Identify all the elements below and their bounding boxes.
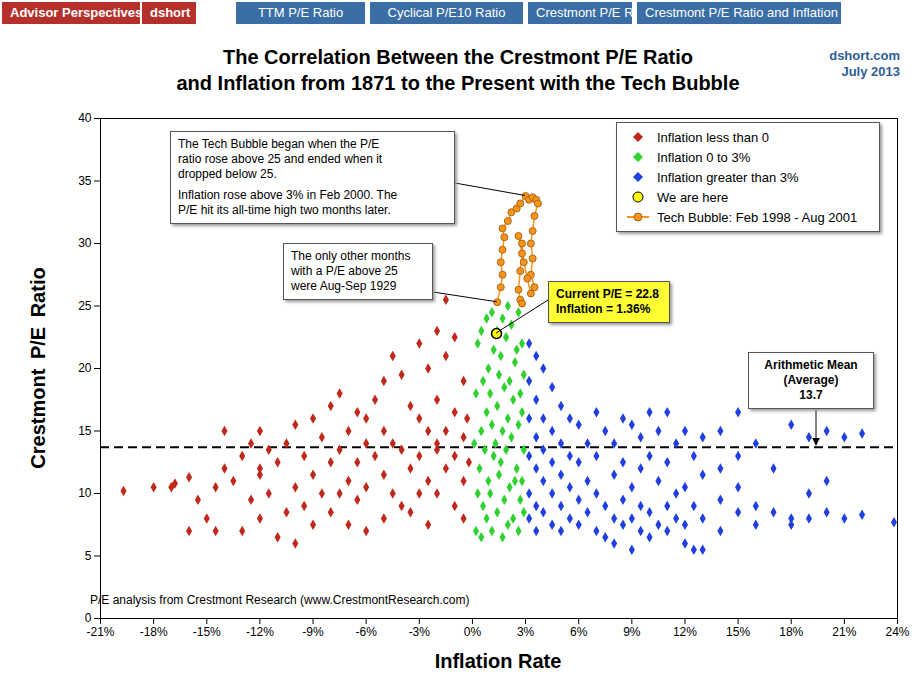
html-text:Inflation less than 0: Inflation less than 0 bbox=[657, 129, 769, 145]
svg-text:12%: 12% bbox=[673, 625, 697, 639]
svg-text:30: 30 bbox=[78, 236, 92, 250]
html-text:The Tech Bubble began when the: The Tech Bubble began when the P/E bbox=[178, 137, 380, 151]
svg-text:35: 35 bbox=[78, 174, 92, 188]
svg-text:-3%: -3% bbox=[409, 625, 431, 639]
svg-text:25: 25 bbox=[78, 299, 92, 313]
svg-text:-6%: -6% bbox=[355, 625, 377, 639]
svg-text:6%: 6% bbox=[570, 625, 588, 639]
html-text:were Aug-Sep 1929: were Aug-Sep 1929 bbox=[291, 279, 397, 293]
html-text:The Correlation Between the Cr: The Correlation Between the Crestmont P/… bbox=[223, 46, 693, 68]
svg-text:24%: 24% bbox=[885, 625, 909, 639]
html-text:Cyclical P/E10 Ratio: Cyclical P/E10 Ratio bbox=[387, 5, 506, 20]
svg-text:-9%: -9% bbox=[302, 625, 324, 639]
html-text:Arithmetic Mean: Arithmetic Mean bbox=[764, 358, 858, 372]
html-text:P/E hit its all-time high two: P/E hit its all-time high two months lat… bbox=[178, 203, 391, 217]
html-text:Current P/E = 22.8: Current P/E = 22.8 bbox=[556, 287, 659, 301]
html-text:Advisor Perspectives: Advisor Perspectives bbox=[10, 5, 143, 20]
svg-text:0%: 0% bbox=[464, 625, 482, 639]
html-text:Crestmont P/E Ratio and Inflat: Crestmont P/E Ratio and Inflation bbox=[645, 5, 838, 20]
svg-text:15: 15 bbox=[78, 424, 92, 438]
html-text:Crestmont P/E Ratio: Crestmont P/E Ratio bbox=[26, 267, 49, 469]
svg-text:21%: 21% bbox=[832, 625, 856, 639]
svg-text:-12%: -12% bbox=[246, 625, 274, 639]
html-text:The only other months: The only other months bbox=[291, 249, 411, 263]
html-text:dshort.com: dshort.com bbox=[829, 48, 900, 63]
svg-text:20: 20 bbox=[78, 361, 92, 375]
html-text:P/E analysis from Crestmont Re: P/E analysis from Crestmont Research (ww… bbox=[90, 593, 470, 607]
html-text:Inflation 0 to 3%: Inflation 0 to 3% bbox=[657, 149, 751, 165]
html-text:We are here: We are here bbox=[657, 189, 729, 205]
html-text:Inflation Rate: Inflation Rate bbox=[434, 650, 562, 672]
svg-text:3%: 3% bbox=[517, 625, 535, 639]
svg-text:5: 5 bbox=[85, 549, 92, 563]
svg-text:15%: 15% bbox=[726, 625, 750, 639]
svg-text:-18%: -18% bbox=[140, 625, 168, 639]
svg-text:10: 10 bbox=[78, 486, 92, 500]
html-text:Crestmont P/E Ratio: Crestmont P/E Ratio bbox=[536, 5, 655, 20]
html-text:and Inflation from 1871 to the: and Inflation from 1871 to the Present w… bbox=[176, 72, 740, 94]
svg-text:-21%: -21% bbox=[86, 625, 114, 639]
html-text:Inflation = 1.36%: Inflation = 1.36% bbox=[556, 302, 651, 316]
html-text:July 2013: July 2013 bbox=[841, 64, 900, 79]
html-text:13.7: 13.7 bbox=[799, 388, 823, 402]
html-text:(Average): (Average) bbox=[783, 373, 839, 387]
html-text:TTM P/E Ratio: TTM P/E Ratio bbox=[257, 5, 344, 20]
html-text:ratio rose above 25 and ended: ratio rose above 25 and ended when it bbox=[178, 152, 383, 166]
svg-text:40: 40 bbox=[78, 111, 92, 125]
html-text:dshort: dshort bbox=[150, 5, 191, 20]
svg-text:9%: 9% bbox=[623, 625, 641, 639]
html-text:Tech Bubble: Feb 1998 - Aug 20: Tech Bubble: Feb 1998 - Aug 2001 bbox=[657, 209, 858, 225]
svg-text:18%: 18% bbox=[779, 625, 803, 639]
html-text:Inflation greater than 3%: Inflation greater than 3% bbox=[657, 169, 799, 185]
html-text:Inflation rose above 3% in Feb: Inflation rose above 3% in Feb 2000. The bbox=[178, 188, 398, 202]
svg-text:-15%: -15% bbox=[193, 625, 221, 639]
html-text:with a P/E above 25: with a P/E above 25 bbox=[291, 264, 398, 278]
html-text:dropped below 25.: dropped below 25. bbox=[178, 167, 277, 181]
svg-text:0: 0 bbox=[85, 611, 92, 625]
